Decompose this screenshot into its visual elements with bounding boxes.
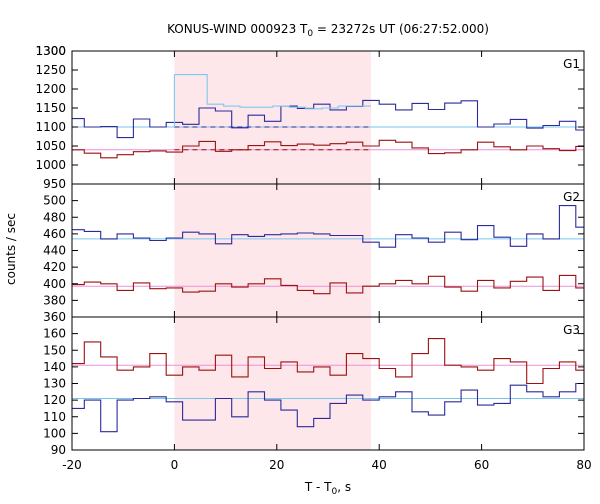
x-tick-label: 20 xyxy=(269,458,284,472)
y-axis-label: counts / sec xyxy=(4,213,18,285)
shaded-burst-interval xyxy=(174,51,372,450)
panel-g1-ytick-label: 950 xyxy=(43,177,66,191)
panel-g1-ytick-label: 1000 xyxy=(35,158,66,172)
panel-g2-ytick-label: 460 xyxy=(43,227,66,241)
panel-g1-ytick-label: 1300 xyxy=(35,44,66,58)
panel-g2-series-red xyxy=(72,274,584,295)
x-tick-label: 40 xyxy=(372,458,387,472)
panel-g2-ytick-label: 440 xyxy=(43,244,66,258)
panel-g3-ytick-label: 120 xyxy=(43,393,66,407)
panel-g1-ytick-label: 1300 xyxy=(35,44,66,58)
panel-g2-ytick-label: 420 xyxy=(43,260,66,274)
x-tick-label: 0 xyxy=(171,458,179,472)
panel-g3-series-red xyxy=(72,338,584,385)
panel-g1-ytick-label: 1150 xyxy=(35,101,66,115)
axes-frame xyxy=(71,50,585,451)
panel-g1-series-blue xyxy=(72,99,584,139)
panel-g3-series-blue xyxy=(72,382,584,433)
series-layer xyxy=(72,74,584,433)
panel-g3-label: G3 xyxy=(563,323,580,337)
x-tick-label: 60 xyxy=(474,458,489,472)
burst-interval-shading xyxy=(174,51,372,450)
panel-g3-ytick-label: 110 xyxy=(43,410,66,424)
panel-g3-ytick-label: 140 xyxy=(43,360,66,374)
panel-g3-ytick-label: 150 xyxy=(43,343,66,357)
panel-g2-ytick-label: 360 xyxy=(43,310,66,324)
x-tick-label: 80 xyxy=(576,458,591,472)
chart-title: KONUS-WIND 000923 T0 = 23272s UT (06:27:… xyxy=(167,22,489,39)
panel-g2-ytick-label: 500 xyxy=(43,194,66,208)
text-layer: KONUS-WIND 000923 T0 = 23272s UT (06:27:… xyxy=(4,22,592,497)
panel-g2-series-blue xyxy=(72,205,584,248)
panel-g1-ytick-label: 1250 xyxy=(35,63,66,77)
x-axis-label: T - T0, s xyxy=(304,480,351,497)
x-tick-label: -20 xyxy=(62,458,82,472)
panel-g1-label: G1 xyxy=(563,57,580,71)
panel-g3-ytick-label: 90 xyxy=(51,443,66,457)
panel-g1-ytick-label: 1050 xyxy=(35,139,66,153)
panel-g2-ytick-label: 380 xyxy=(43,293,66,307)
panel-g3-ytick-label: 160 xyxy=(43,327,66,341)
panel-g1-burst-fit-blue xyxy=(173,74,371,127)
panel-g2-label: G2 xyxy=(563,190,580,204)
panel-g3-ytick-label: 100 xyxy=(43,426,66,440)
panel-g1-series-red xyxy=(72,139,584,159)
panel-g2-ytick-label: 480 xyxy=(43,210,66,224)
panel-g1-ytick-label: 1200 xyxy=(35,82,66,96)
panel-g3-ytick-label: 130 xyxy=(43,377,66,391)
panel-g2-ytick-label: 400 xyxy=(43,277,66,291)
panel-g1-ytick-label: 1100 xyxy=(35,120,66,134)
